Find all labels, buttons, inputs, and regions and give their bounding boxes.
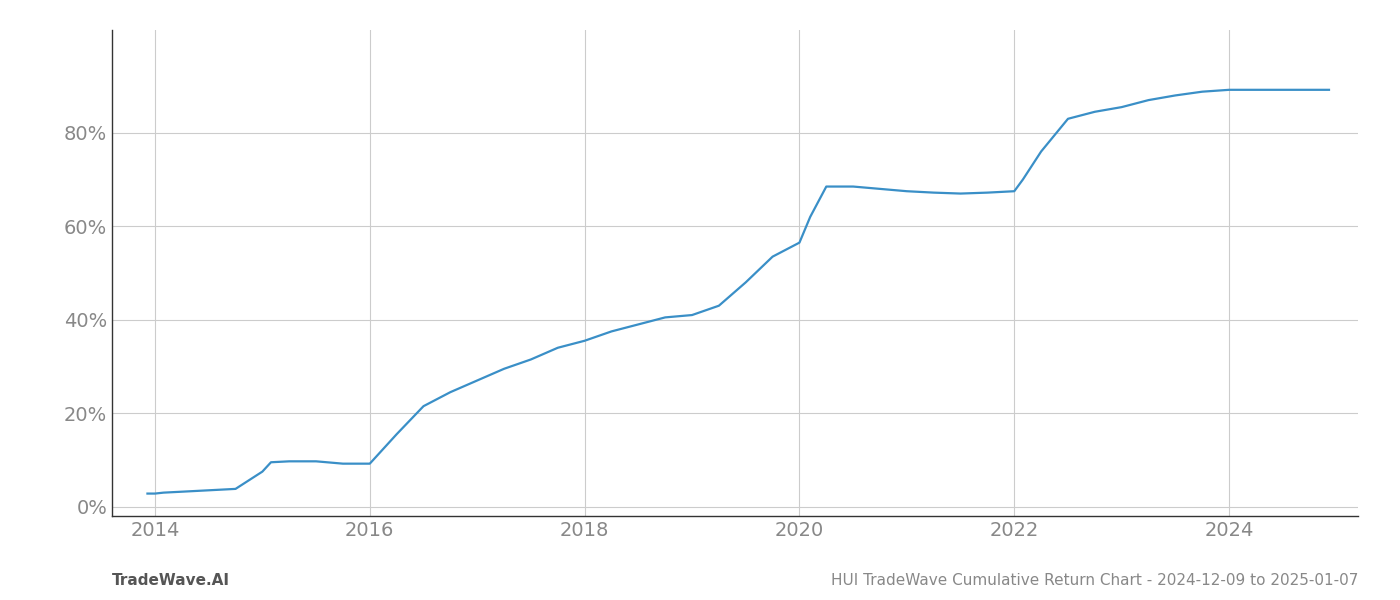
Text: TradeWave.AI: TradeWave.AI xyxy=(112,573,230,588)
Text: HUI TradeWave Cumulative Return Chart - 2024-12-09 to 2025-01-07: HUI TradeWave Cumulative Return Chart - … xyxy=(830,573,1358,588)
